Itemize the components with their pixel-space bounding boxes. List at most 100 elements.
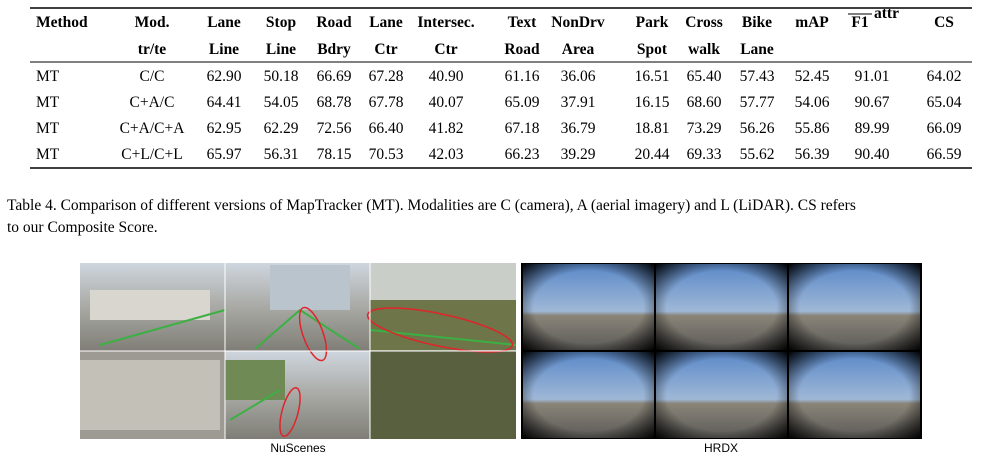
figure-label: NuScenes [270, 441, 325, 455]
table-cell: 69.33 [687, 146, 722, 163]
caption-line: Table 4. Comparison of different version… [7, 197, 856, 214]
table-cell: 91.01 [855, 68, 890, 85]
table-cell: MT [36, 146, 60, 163]
vignette [789, 352, 920, 438]
table-cell: MT [36, 120, 60, 137]
table-cell: C/C [140, 68, 165, 85]
column-header: Mod. [135, 14, 170, 31]
table-cell: 70.53 [369, 146, 404, 163]
table-cell: 61.16 [505, 68, 540, 85]
vignette [523, 264, 654, 350]
table-cell: 62.95 [207, 120, 242, 137]
caption: Table 4. Comparison of different version… [7, 197, 856, 236]
table-cell: 18.81 [635, 120, 670, 137]
table: Method Mod. tr/te Lane Line Stop Line Road Bdry L… [36, 5, 962, 163]
column-header: NonDrv [551, 14, 605, 31]
table-cell: 65.40 [687, 68, 722, 85]
caption-line: to our Composite Score. [7, 219, 158, 236]
column-header: tr/te [138, 41, 167, 58]
table-cell: 67.78 [369, 94, 404, 111]
table-cell: 57.43 [740, 68, 775, 85]
column-header: Road [316, 14, 352, 31]
table-cell: 50.18 [264, 68, 299, 85]
figure-label: HRDX [704, 441, 738, 455]
column-header: Method [36, 14, 88, 31]
column-header: Spot [637, 41, 668, 58]
column-header: Lane [207, 14, 241, 31]
table-cell: 66.23 [505, 146, 540, 163]
nuscenes-image [80, 263, 517, 439]
column-header: Park [636, 14, 669, 31]
table-cell: 90.40 [855, 146, 890, 163]
vignette [656, 264, 787, 350]
table-cell: 64.41 [207, 94, 242, 111]
table-cell: 56.39 [795, 146, 830, 163]
table-cell: 65.04 [927, 94, 962, 111]
table-cell: 67.18 [505, 120, 540, 137]
table-cell: 66.40 [369, 120, 404, 137]
table-cell: 89.99 [855, 120, 890, 137]
column-header: Area [562, 41, 595, 58]
vignette [523, 352, 654, 438]
column-header: Ctr [374, 41, 397, 58]
table-cell: 55.62 [740, 146, 775, 163]
column-header: Bdry [317, 41, 351, 58]
column-header: Cross [685, 14, 723, 31]
column-header: Lane [740, 41, 774, 58]
table-cell: 16.51 [635, 68, 670, 85]
column-header: Stop [266, 14, 296, 31]
vignette [656, 352, 787, 438]
table-cell: 56.31 [264, 146, 299, 163]
table-cell: C+L/C+L [121, 146, 182, 163]
table-cell: 78.15 [317, 146, 352, 163]
table-cell: MT [36, 68, 60, 85]
table-cell: 72.56 [317, 120, 352, 137]
table-cell: 36.79 [561, 120, 596, 137]
table-cell: C+A/C+A [120, 120, 186, 137]
table-cell: 56.26 [740, 120, 775, 137]
table-cell: 37.91 [561, 94, 596, 111]
column-header: F1 [851, 14, 868, 31]
table-cell: MT [36, 94, 60, 111]
column-header: Road [504, 41, 540, 58]
column-header: walk [688, 41, 720, 58]
table-cell: 64.02 [927, 68, 962, 85]
table-cell: 65.97 [207, 146, 242, 163]
column-header: Bike [742, 14, 772, 31]
table-cell: 66.59 [927, 146, 962, 163]
table-cell: 68.78 [317, 94, 352, 111]
table-cell: 68.60 [687, 94, 722, 111]
table-cell: 73.29 [687, 120, 722, 137]
table-cell: C+A/C [130, 94, 175, 111]
table-cell: 42.03 [429, 146, 464, 163]
table-cell: 20.44 [635, 146, 670, 163]
column-header-sup: attr [874, 5, 899, 22]
table-cell: 16.15 [635, 94, 670, 111]
table-cell: 66.69 [317, 68, 352, 85]
table-cell: 90.67 [855, 94, 890, 111]
column-header: Line [209, 41, 239, 58]
column-header: Lane [369, 14, 403, 31]
table-cell: 40.07 [429, 94, 464, 111]
column-header: Intersec. [417, 14, 474, 31]
table-cell: 40.90 [429, 68, 464, 85]
table-cell: 62.90 [207, 68, 242, 85]
table-cell: 54.05 [264, 94, 299, 111]
table-cell: 39.29 [561, 146, 596, 163]
hrdx-image [521, 263, 922, 439]
column-header: mAP [795, 14, 829, 31]
table-cell: 67.28 [369, 68, 404, 85]
table-cell: 65.09 [505, 94, 540, 111]
table-cell: 62.29 [264, 120, 299, 137]
column-header: Text [508, 14, 538, 31]
column-header: CS [934, 14, 954, 31]
table-cell: 57.77 [740, 94, 775, 111]
table-cell: 66.09 [927, 120, 962, 137]
column-header: Line [266, 41, 296, 58]
vignette [789, 264, 920, 350]
table-cell: 52.45 [795, 68, 830, 85]
table-cell: 36.06 [561, 68, 596, 85]
table-cell: 55.86 [795, 120, 830, 137]
